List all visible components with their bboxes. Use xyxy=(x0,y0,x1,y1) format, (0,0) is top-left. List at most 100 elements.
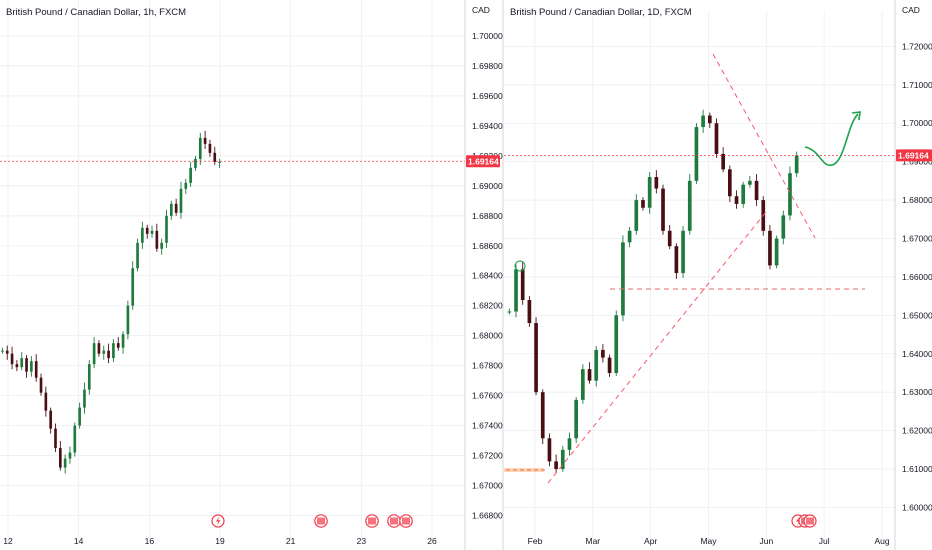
y-tick-label: 1.71000 xyxy=(902,80,932,90)
y-tick-label: 1.66800 xyxy=(472,511,503,521)
right-price-badge: 1.69164 xyxy=(896,149,932,162)
candle-body xyxy=(714,123,719,154)
y-tick-label: 1.67000 xyxy=(902,233,932,243)
y-tick-label: 1.62000 xyxy=(902,426,932,436)
left-event-flag-icon[interactable] xyxy=(399,514,413,528)
candle-body xyxy=(560,449,565,470)
candle-body xyxy=(25,358,28,372)
x-tick-label: 14 xyxy=(74,536,84,546)
candle-body xyxy=(174,203,178,213)
y-tick-label: 1.68200 xyxy=(472,301,503,311)
candle-body xyxy=(194,158,197,168)
candle-body xyxy=(567,438,572,450)
candle-body xyxy=(169,203,173,216)
x-tick-label: Jun xyxy=(759,536,773,546)
rising-trendline xyxy=(547,211,767,484)
left-price-badge: 1.69164 xyxy=(466,155,500,168)
candle-body xyxy=(647,177,652,208)
candle-body xyxy=(1,350,4,352)
y-tick-label: 1.72000 xyxy=(902,41,932,51)
y-tick-label: 1.66000 xyxy=(902,272,932,282)
candle-body xyxy=(63,458,67,468)
candle-body xyxy=(741,184,746,204)
y-tick-label: 1.60000 xyxy=(902,502,932,512)
candle-body xyxy=(184,182,188,189)
candle-body xyxy=(208,143,212,153)
candle-body xyxy=(707,115,712,124)
candle-body xyxy=(794,155,799,174)
y-tick-label: 1.68400 xyxy=(472,271,503,281)
candle-body xyxy=(694,127,699,181)
candle-body xyxy=(554,461,558,470)
candle-body xyxy=(126,305,130,335)
candle-body xyxy=(594,349,599,381)
left-event-flag-icon[interactable] xyxy=(365,514,379,528)
candle-body xyxy=(788,173,792,216)
candle-body xyxy=(102,350,106,354)
candle-body xyxy=(107,350,110,359)
y-tick-label: 1.64000 xyxy=(902,349,932,359)
left-grid xyxy=(0,0,465,543)
candle-body xyxy=(734,196,739,204)
candle-body xyxy=(30,361,33,372)
y-tick-label: 1.69400 xyxy=(472,121,503,131)
x-tick-label: Mar xyxy=(586,536,601,546)
candle-body xyxy=(581,369,585,400)
candle-body xyxy=(721,153,725,170)
candle-body xyxy=(15,364,19,368)
candle-body xyxy=(73,425,77,453)
y-tick-label: 1.69000 xyxy=(472,181,503,191)
candle-body xyxy=(601,349,605,358)
candle-body xyxy=(92,343,96,365)
left-axis-currency: CAD xyxy=(472,5,490,15)
candle-body xyxy=(687,180,692,231)
candle-body xyxy=(587,369,592,381)
candle-body xyxy=(218,161,221,163)
x-tick-label: Jul xyxy=(819,536,830,546)
candle-body xyxy=(621,242,625,316)
candle-body xyxy=(179,188,183,213)
y-tick-label: 1.67400 xyxy=(472,421,503,431)
candle-body xyxy=(627,230,632,243)
falling-trendline xyxy=(712,53,816,239)
candle-body xyxy=(68,452,72,459)
candle-body xyxy=(607,357,612,373)
candle-body xyxy=(20,358,24,368)
candle-body xyxy=(121,334,125,348)
y-tick-label: 1.67600 xyxy=(472,391,503,401)
right-axis-currency: CAD xyxy=(902,5,920,15)
candle-body xyxy=(145,227,149,234)
right-price-series xyxy=(507,109,799,473)
left-x-axis: 12 14 16 19 21 23 26 xyxy=(3,536,437,546)
candle-body xyxy=(641,200,645,208)
left-event-flag-icon[interactable] xyxy=(314,514,328,528)
candle-body xyxy=(78,407,81,426)
y-tick-label: 1.67800 xyxy=(472,361,503,371)
candle-body xyxy=(534,323,538,393)
candle-body xyxy=(614,315,619,373)
candle-body xyxy=(774,238,779,266)
candle-body xyxy=(654,177,659,189)
right-event-flag-icon[interactable] xyxy=(803,514,817,528)
y-tick-label: 1.69000 xyxy=(902,157,932,167)
y-tick-label: 1.63000 xyxy=(902,387,932,397)
x-tick-label: 26 xyxy=(427,536,437,546)
left-event-flag-icon[interactable] xyxy=(387,514,401,528)
x-tick-label: Feb xyxy=(528,536,543,546)
x-tick-label: Apr xyxy=(644,536,657,546)
candle-body xyxy=(728,169,732,197)
candle-body xyxy=(781,215,786,239)
candle-body xyxy=(141,227,144,243)
right-y-axis: 1.72000 1.71000 1.70000 1.69000 1.68000 1.670… xyxy=(902,41,932,512)
candle-body xyxy=(165,215,168,243)
left-event-lightning-icon[interactable] xyxy=(211,514,225,528)
projection-arrow xyxy=(804,113,859,167)
candle-body xyxy=(189,167,192,183)
y-tick-label: 1.68000 xyxy=(902,195,932,205)
candle-body xyxy=(54,428,57,449)
candle-body xyxy=(10,353,14,365)
candle-body xyxy=(44,392,48,411)
left-chart-title: British Pound / Canadian Dollar, 1h, FXC… xyxy=(6,7,186,18)
candle-body xyxy=(768,230,772,266)
